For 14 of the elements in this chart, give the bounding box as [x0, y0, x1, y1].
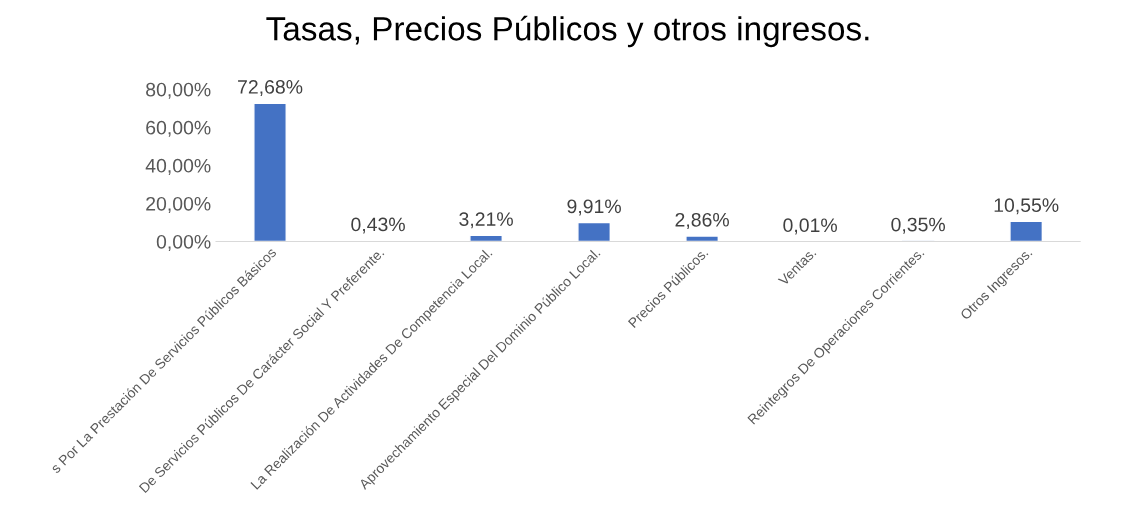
- y-tick-label: 0,00%: [156, 234, 211, 252]
- data-label: 72,68%: [238, 80, 303, 97]
- data-label: 3,21%: [459, 212, 513, 229]
- chart-title: Tasas, Precios Públicos y otros ingresos.: [266, 15, 869, 48]
- data-label: 2,86%: [675, 212, 729, 229]
- y-tick-label: 20,00%: [146, 196, 211, 213]
- data-label: 0,01%: [783, 218, 837, 235]
- y-tick-label: 80,00%: [146, 82, 211, 99]
- data-label: 0,43%: [351, 217, 405, 234]
- y-tick-label: 40,00%: [145, 158, 211, 175]
- data-label: 0,35%: [891, 217, 945, 234]
- y-tick-label: 60,00%: [146, 120, 211, 137]
- data-label: 10,55%: [994, 198, 1059, 215]
- data-label: 9,91%: [567, 199, 621, 216]
